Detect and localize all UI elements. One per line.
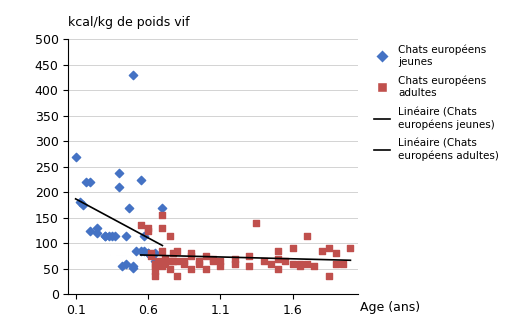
Point — [165, 233, 174, 238]
Point — [195, 259, 203, 264]
Point — [310, 264, 319, 269]
Point — [180, 259, 188, 264]
Point — [346, 246, 355, 251]
Point — [125, 205, 134, 210]
Point — [339, 261, 348, 266]
Point — [151, 251, 159, 256]
Point — [209, 256, 217, 261]
Point — [216, 264, 225, 269]
Point — [303, 233, 311, 238]
Point — [201, 253, 210, 259]
Point — [72, 154, 80, 159]
Point — [151, 259, 159, 264]
Point — [296, 261, 304, 266]
Point — [108, 233, 116, 238]
Point — [76, 200, 84, 205]
Point — [168, 251, 177, 256]
Point — [281, 259, 290, 264]
Point — [259, 259, 268, 264]
Point — [274, 248, 282, 253]
Point — [115, 170, 123, 176]
Point — [245, 264, 254, 269]
Point — [168, 259, 177, 264]
Point — [245, 253, 254, 259]
Point — [252, 220, 261, 226]
Text: kcal/kg de poids vif: kcal/kg de poids vif — [68, 16, 190, 29]
Point — [332, 251, 340, 256]
Point — [93, 231, 102, 236]
Point — [158, 248, 167, 253]
Text: Age (ans): Age (ans) — [360, 301, 420, 314]
Point — [86, 180, 94, 185]
Point — [274, 266, 282, 271]
Point — [187, 253, 196, 259]
Point — [158, 264, 167, 269]
Point — [137, 223, 145, 228]
Point — [151, 269, 159, 274]
Point — [173, 274, 181, 279]
Point — [173, 259, 181, 264]
Point — [325, 274, 333, 279]
Point — [129, 72, 138, 77]
Point — [317, 248, 326, 253]
Point — [86, 228, 94, 233]
Point — [161, 256, 169, 261]
Point — [187, 251, 196, 256]
Point — [144, 251, 152, 256]
Point — [129, 265, 138, 270]
Point — [151, 274, 159, 279]
Point — [267, 261, 275, 266]
Point — [325, 246, 333, 251]
Legend: Chats européens
jeunes, Chats européens
adultes, Linéaire (Chats
européens jeune: Chats européens jeunes, Chats européens … — [375, 44, 499, 161]
Point — [118, 264, 126, 269]
Point — [154, 261, 163, 266]
Point — [105, 233, 113, 238]
Point — [201, 266, 210, 271]
Point — [209, 259, 217, 264]
Point — [173, 248, 181, 253]
Point — [137, 248, 145, 253]
Point — [82, 180, 90, 185]
Point — [79, 202, 87, 208]
Point — [180, 261, 188, 266]
Point — [110, 233, 119, 238]
Point — [288, 261, 297, 266]
Point — [165, 266, 174, 271]
Point — [274, 256, 282, 261]
Point — [93, 225, 102, 231]
Point — [139, 233, 148, 238]
Point — [158, 205, 167, 210]
Point — [115, 184, 123, 190]
Point — [158, 225, 167, 231]
Point — [144, 225, 152, 231]
Point — [296, 264, 304, 269]
Point — [122, 233, 130, 238]
Point — [100, 233, 109, 238]
Point — [151, 261, 159, 266]
Point — [216, 259, 225, 264]
Point — [332, 261, 340, 266]
Point — [100, 233, 109, 238]
Point — [132, 248, 140, 253]
Point — [122, 261, 130, 266]
Point — [151, 264, 159, 269]
Point — [288, 246, 297, 251]
Point — [147, 253, 155, 259]
Point — [147, 251, 155, 256]
Point — [187, 266, 196, 271]
Point — [144, 228, 152, 233]
Point — [144, 251, 152, 256]
Point — [165, 259, 174, 264]
Point — [139, 248, 148, 253]
Point — [230, 261, 239, 266]
Point — [161, 261, 169, 266]
Point — [137, 177, 145, 182]
Point — [158, 213, 167, 218]
Point — [303, 261, 311, 266]
Point — [154, 259, 163, 264]
Point — [230, 256, 239, 261]
Point — [195, 261, 203, 266]
Point — [129, 264, 138, 269]
